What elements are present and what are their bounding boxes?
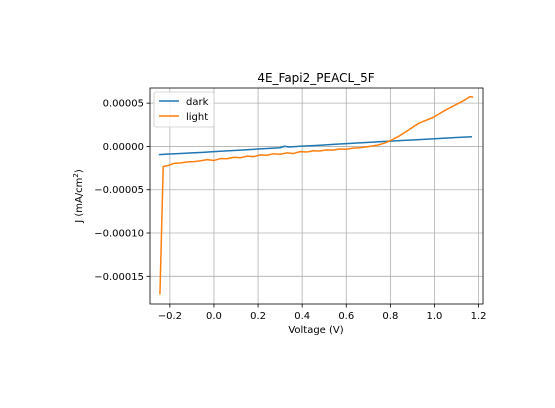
legend-label-light: light <box>186 112 208 123</box>
x-axis-label: Voltage (V) <box>288 325 343 336</box>
y-tick-label: 0.00000 <box>103 142 144 153</box>
y-axis-label-main: J (mA/cm <box>74 178 85 224</box>
x-tick-label: 0.2 <box>250 311 266 322</box>
legend-label-dark: dark <box>186 97 209 108</box>
series-line-dark <box>158 135 473 156</box>
x-tick-label: 0.6 <box>338 311 354 322</box>
x-axis: −0.2 0.0 0.2 0.4 0.6 0.8 1.0 1.2 <box>158 304 487 322</box>
y-axis-label-sup: 2 <box>72 173 80 177</box>
y-tick-label: 0.00005 <box>103 99 144 110</box>
legend: dark light <box>153 91 215 128</box>
y-axis-label: J (mA/cm2) <box>72 169 85 224</box>
x-tick-label: 0.0 <box>206 311 222 322</box>
y-axis: −0.00015 −0.00010 −0.00005 0.00000 0.00005 <box>94 99 150 283</box>
grid <box>150 88 483 304</box>
x-tick-label: 1.2 <box>471 311 487 322</box>
x-tick-label: 0.4 <box>294 311 310 322</box>
chart-title: 4E_Fapi2_PEACL_5F <box>257 71 374 85</box>
series-line-light <box>159 95 474 295</box>
x-tick-label: −0.2 <box>158 311 182 322</box>
y-tick-label: −0.00005 <box>94 185 144 196</box>
y-tick-label: −0.00010 <box>94 229 144 240</box>
plot-frame <box>149 87 484 305</box>
series-layer <box>158 95 474 295</box>
x-tick-label: 1.0 <box>427 311 443 322</box>
y-tick-label: −0.00015 <box>94 272 144 283</box>
x-tick-label: 0.8 <box>382 311 398 322</box>
y-axis-label-end: ) <box>74 169 85 173</box>
